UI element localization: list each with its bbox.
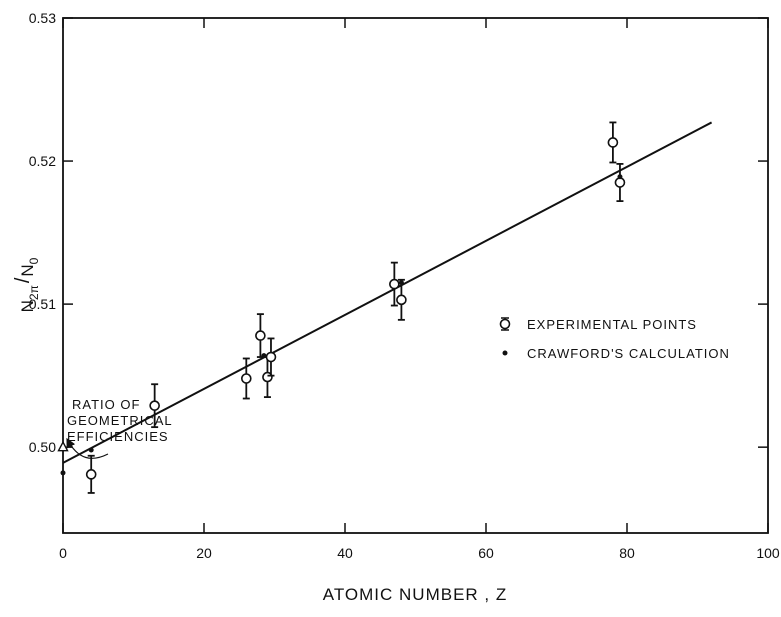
y-axis-title-numerator-subscript: 2π <box>27 285 41 300</box>
y-tick-label: 0.51 <box>29 296 56 312</box>
experimental-point-marker <box>607 137 619 148</box>
plot-frame <box>62 17 769 534</box>
experimental-point-marker <box>265 351 277 363</box>
x-tick-label: 0 <box>59 545 67 561</box>
experimental-point <box>149 383 160 429</box>
data-points-layer <box>57 121 626 494</box>
experimental-point <box>255 313 266 358</box>
experimental-point-marker <box>614 177 626 188</box>
y-tick-label: 0.53 <box>29 10 56 26</box>
y-axis-title: N2π/N0 <box>12 257 41 312</box>
crawford-point <box>88 447 94 453</box>
experimental-point-marker <box>85 469 97 480</box>
experimental-point-marker <box>149 400 160 411</box>
annotation-arrow <box>66 437 109 459</box>
y-axis-title-numerator: N <box>18 300 37 312</box>
experimental-point-marker <box>241 373 252 384</box>
experimental-point <box>607 121 619 164</box>
crawford-point <box>261 353 267 359</box>
y-tick-label: 0.50 <box>29 439 56 455</box>
y-axis-title-denominator-subscript: 0 <box>27 257 41 264</box>
axis-tick-labels: 0 20 40 60 80 100 0.50 0.51 0.52 0.53 <box>29 10 780 561</box>
crawford-point <box>398 280 404 286</box>
experimental-point-marker <box>389 278 400 290</box>
y-tick-label: 0.52 <box>29 153 56 169</box>
crawford-point <box>617 174 623 180</box>
experimental-point <box>396 278 407 321</box>
x-tick-label: 80 <box>619 545 635 561</box>
svg-text:N2π/N0: N2π/N0 <box>12 257 41 312</box>
fit-line <box>62 121 713 464</box>
axis-ticks <box>62 17 769 533</box>
x-tick-label: 100 <box>756 545 780 561</box>
legend-label-experimental: EXPERIMENTAL POINTS <box>527 317 697 332</box>
annotation-line-3: EFFICIENCIES <box>67 429 169 444</box>
fit-line-layer <box>62 121 713 464</box>
annotation-line-2: GEOMETRICAL <box>67 413 172 428</box>
experimental-point <box>85 454 97 494</box>
annotation-line-1: RATIO OF <box>72 397 140 412</box>
svg-text:RATIO OF GEOMETRICAL: RATIO OF GEOMETRICAL EFFICIENCIES <box>67 397 177 444</box>
experimental-point-marker <box>396 294 407 306</box>
crawford-point <box>60 470 66 476</box>
experimental-point-marker <box>255 330 266 341</box>
x-tick-label: 60 <box>478 545 494 561</box>
experimental-point <box>389 261 400 307</box>
experimental-point <box>265 337 277 377</box>
legend-marker-experimental <box>499 317 511 331</box>
legend: EXPERIMENTAL POINTS CRAWFORD'S CALCULATI… <box>499 317 730 361</box>
experimental-point <box>241 357 252 400</box>
geometric-ratio-marker <box>57 440 69 452</box>
annotation: RATIO OF GEOMETRICAL EFFICIENCIES <box>66 397 177 459</box>
x-axis-title: ATOMIC NUMBER , Z <box>323 585 508 604</box>
legend-marker-crawford <box>502 350 508 356</box>
legend-label-crawford: CRAWFORD'S CALCULATION <box>527 346 730 361</box>
x-tick-label: 20 <box>196 545 212 561</box>
x-tick-label: 40 <box>337 545 353 561</box>
y-axis-title-denominator: N <box>18 264 37 276</box>
